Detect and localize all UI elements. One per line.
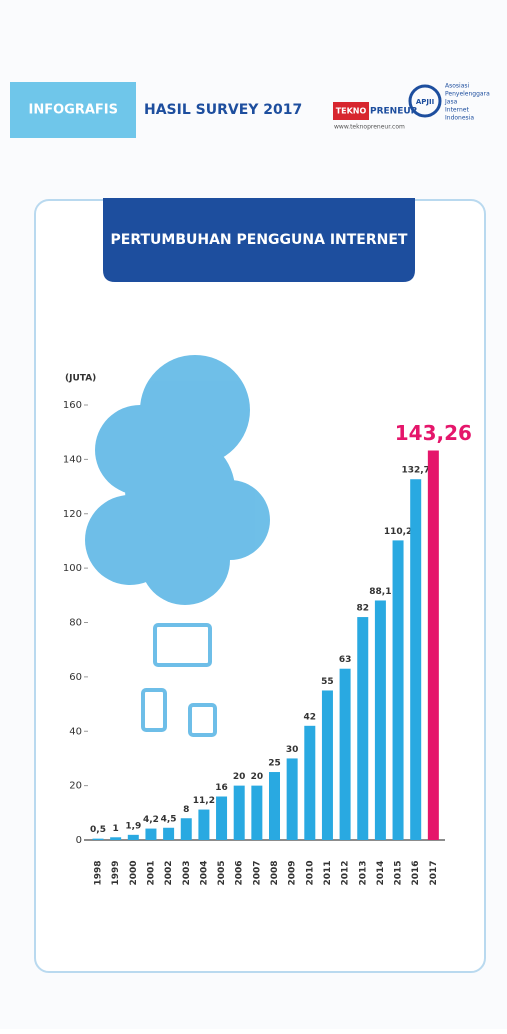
bar [251,785,263,840]
chart-title: PERTUMBUHAN PENGGUNA INTERNET [111,232,408,248]
bar [110,837,122,840]
x-tick-label: 2000 [129,860,139,885]
value-label: 110,2 [384,527,412,537]
org-line: Indonesia [445,115,474,122]
y-tick-label: 100 [63,563,82,574]
x-tick-label: 2008 [270,860,280,885]
x-tick-label: 2011 [323,860,333,885]
value-label: 82 [356,604,369,614]
brand-b: PRENEUR [370,107,418,117]
x-tick-label: 2015 [394,860,404,885]
bar [339,668,351,840]
cloud-illustration [85,355,270,737]
x-tick-label: 2012 [341,860,351,885]
value-label: 88,1 [369,587,391,597]
x-tick-label: 2007 [252,860,262,885]
bar [233,785,245,840]
bar [357,617,369,840]
x-tick-label: 2016 [411,860,421,885]
header-tag: INFOGRAFIS [29,103,118,118]
org-line: Asosiasi [445,83,469,90]
y-tick-label: 140 [63,454,82,465]
bar [198,809,210,840]
x-tick-label: 2005 [217,860,227,885]
x-tick-label: 2001 [146,860,156,885]
value-label: 4,5 [161,814,177,824]
y-tick-label: 80 [69,618,82,629]
bar [304,725,316,840]
value-label: 16 [215,783,228,793]
bar [269,772,280,840]
header-title: HASIL SURVEY 2017 [144,102,302,118]
value-label: 55 [321,677,334,687]
brand-a: TEKNO [336,107,367,116]
org-line: Internet [445,107,469,114]
bar [127,834,139,840]
value-label: 4,2 [143,815,159,825]
title-banner [103,198,415,282]
value-label: 25 [268,759,281,769]
tag-band [10,82,136,138]
org-logo [408,84,442,118]
x-tick-label: 2004 [199,860,209,885]
value-label: 63 [339,655,352,665]
value-label: 143,26 [395,421,472,445]
brand-url: www.teknopreneur.com [334,124,405,131]
y-tick-label: 60 [69,672,82,683]
bar [286,758,298,840]
bar [163,827,175,840]
org-line: Jasa [444,99,458,106]
x-tick-label: 1998 [94,860,104,885]
value-label: 132,7 [401,466,429,476]
x-tick-label: 2013 [358,860,368,885]
x-tick-label: 2009 [288,860,298,885]
y-tick-label: 0 [76,835,82,846]
y-tick-label: 20 [69,781,82,792]
brand-box [333,102,369,120]
y-tick-label: 120 [63,509,82,520]
bar [410,479,422,840]
bar [145,828,157,840]
y-axis-label: (JUTA) [65,374,96,384]
bar [180,818,192,840]
org-lines: AsosiasiPenyelenggaraJasaInternetIndones… [444,83,490,122]
value-label: 0,5 [90,825,106,835]
org-line: Penyelenggara [445,91,490,98]
value-label: 1 [113,824,119,834]
value-label: 30 [286,745,299,755]
value-label: 1,9 [125,821,141,831]
y-tick-label: 160 [63,400,82,411]
x-tick-label: 2006 [235,860,245,885]
x-tick-label: 2002 [164,860,174,885]
value-label: 8 [183,805,189,815]
value-label: 20 [251,772,264,782]
bar [92,838,104,840]
value-label: 42 [304,712,317,722]
bar [321,690,333,840]
bar [392,540,404,840]
x-tick-label: 2017 [429,860,439,885]
x-tick-label: 2010 [305,860,315,885]
value-label: 20 [233,772,246,782]
bar [216,796,228,840]
bar [374,600,386,840]
x-tick-label: 2014 [376,860,386,885]
x-tick-label: 2003 [182,860,192,885]
y-tick-label: 40 [69,726,82,737]
value-label: 11,2 [193,796,215,806]
x-tick-label: 1999 [111,860,121,885]
bar [427,450,439,840]
org-short: APJII [416,98,434,106]
